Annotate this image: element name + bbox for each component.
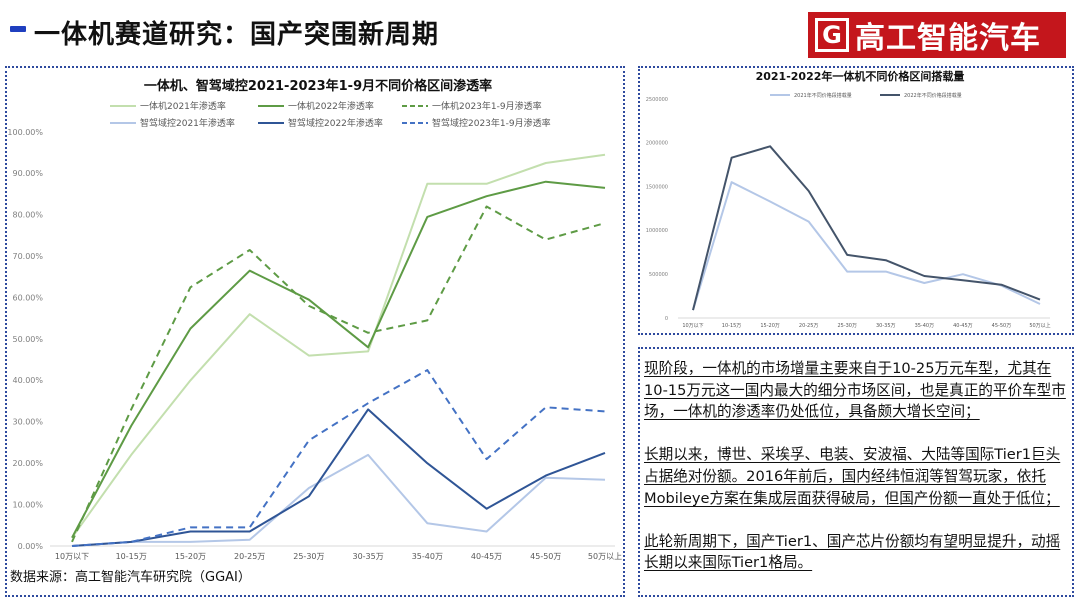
y-tick-label: 500000	[649, 272, 668, 278]
legend-label: 智驾域控2021年渗透率	[140, 117, 235, 129]
series-line	[71, 453, 606, 547]
legend-label: 一体机2022年渗透率	[288, 100, 374, 112]
x-tick-label: 20-25万	[799, 323, 819, 329]
y-tick-label: 50.00%	[12, 335, 43, 344]
y-tick-label: 60.00%	[12, 293, 43, 302]
y-tick-label: 2000000	[646, 141, 668, 147]
y-tick-label: 100.00%	[7, 128, 43, 137]
x-tick-label: 10-15万	[722, 323, 742, 329]
logo-text: 高工智能汽车	[855, 21, 1041, 56]
y-tick-label: 70.00%	[12, 252, 43, 261]
x-tick-label: 45-50万	[992, 323, 1012, 329]
y-tick-label: 90.00%	[12, 169, 43, 178]
chart-title: 一体机、智驾域控2021-2023年1-9月不同价格区间渗透率	[144, 78, 492, 94]
chart-title: 2021-2022年一体机不同价格区间搭载量	[756, 69, 965, 83]
logo-g-icon: G	[815, 18, 849, 52]
series-line	[71, 180, 606, 539]
penetration-chart-panel	[5, 66, 625, 597]
series-line	[692, 181, 1041, 311]
legend-label: 2022年不同价格段搭载量	[904, 92, 962, 99]
y-tick-label: 0.00%	[18, 542, 44, 551]
legend-label: 智驾域控2023年1-9月渗透率	[432, 117, 551, 129]
x-tick-label: 10万以下	[55, 552, 89, 561]
legend-label: 2021年不同价格段搭载量	[794, 92, 852, 99]
x-tick-label: 30-35万	[352, 552, 383, 561]
x-tick-label: 20-25万	[234, 552, 265, 561]
analysis-paragraph: 长期以来，博世、采埃孚、电装、安波福、大陆等国际Tier1巨头占据绝对份额。20…	[644, 446, 1061, 507]
y-tick-label: 40.00%	[12, 376, 43, 385]
x-tick-label: 50万以上	[1029, 322, 1050, 329]
source-note: 数据来源：高工智能汽车研究院（GGAI）	[10, 570, 251, 585]
y-tick-label: 2500000	[646, 97, 668, 103]
legend-label: 一体机2021年渗透率	[140, 100, 226, 112]
series-line	[71, 408, 606, 547]
x-tick-label: 15-20万	[175, 552, 206, 561]
x-tick-label: 35-40万	[915, 323, 935, 329]
analysis-paragraph: 此轮新周期下，国产Tier1、国产芯片份额均有望明显提升，动摇长期以来国际Tie…	[644, 532, 1061, 572]
series-line	[692, 145, 1041, 311]
analysis-text-panel	[638, 347, 1074, 597]
brand-logo: G 高工智能汽车	[808, 12, 1066, 58]
y-tick-label: 80.00%	[12, 211, 43, 220]
x-tick-label: 30-35万	[876, 323, 896, 329]
analysis-text: 现阶段，一体机的市场增量主要来自于10-25万元车型，尤其在10-15万元这一国…	[644, 358, 1070, 596]
series-line	[71, 205, 606, 543]
x-tick-label: 15-20万	[760, 323, 780, 329]
y-tick-label: 1500000	[646, 184, 668, 190]
y-tick-label: 30.00%	[12, 418, 43, 427]
x-tick-label: 10万以下	[682, 323, 703, 329]
series-line	[71, 369, 606, 547]
page-title: 一体机赛道研究：国产突围新周期	[34, 20, 440, 50]
legend-label: 智驾域控2022年渗透率	[288, 117, 383, 129]
y-tick-label: 20.00%	[12, 459, 43, 468]
x-tick-label: 50万以上	[588, 552, 622, 561]
y-tick-label: 0	[665, 316, 668, 322]
x-tick-label: 40-45万	[953, 323, 973, 329]
analysis-paragraph: 现阶段，一体机的市场增量主要来自于10-25万元车型，尤其在10-15万元这一国…	[644, 360, 1066, 421]
volume-chart-panel	[638, 66, 1074, 335]
x-tick-label: 45-50万	[530, 552, 561, 561]
x-tick-label: 25-30万	[293, 552, 324, 561]
y-tick-label: 1000000	[646, 228, 668, 234]
x-tick-label: 10-15万	[116, 552, 147, 561]
series-line	[71, 153, 606, 539]
y-tick-label: 10.00%	[12, 500, 43, 509]
title-accent-mark	[10, 26, 26, 32]
x-tick-label: 40-45万	[471, 552, 502, 561]
x-tick-label: 25-30万	[837, 323, 857, 329]
legend-label: 一体机2023年1-9月渗透率	[432, 100, 542, 112]
x-tick-label: 35-40万	[412, 552, 443, 561]
